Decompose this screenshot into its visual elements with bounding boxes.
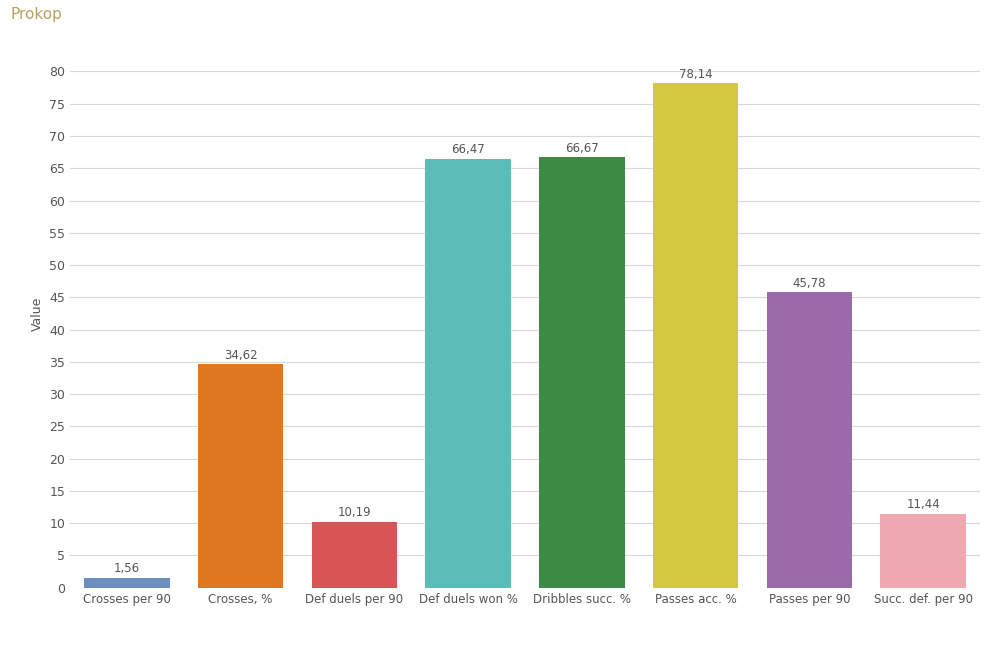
Text: 1,56: 1,56 bbox=[114, 562, 140, 575]
Bar bbox=[312, 522, 397, 588]
Bar bbox=[198, 364, 283, 588]
Bar bbox=[539, 157, 625, 588]
Bar bbox=[425, 159, 511, 588]
Text: 34,62: 34,62 bbox=[224, 349, 257, 362]
Bar bbox=[767, 293, 852, 588]
Text: 66,47: 66,47 bbox=[451, 143, 485, 156]
Text: 66,67: 66,67 bbox=[565, 142, 599, 155]
Bar bbox=[880, 514, 966, 588]
Bar bbox=[84, 578, 170, 588]
Text: Prokop: Prokop bbox=[10, 7, 62, 22]
Bar bbox=[653, 84, 738, 588]
Text: 10,19: 10,19 bbox=[338, 506, 371, 519]
Text: 78,14: 78,14 bbox=[679, 68, 712, 81]
Text: 45,78: 45,78 bbox=[793, 277, 826, 290]
Y-axis label: Value: Value bbox=[31, 296, 44, 330]
Text: 11,44: 11,44 bbox=[906, 498, 940, 511]
